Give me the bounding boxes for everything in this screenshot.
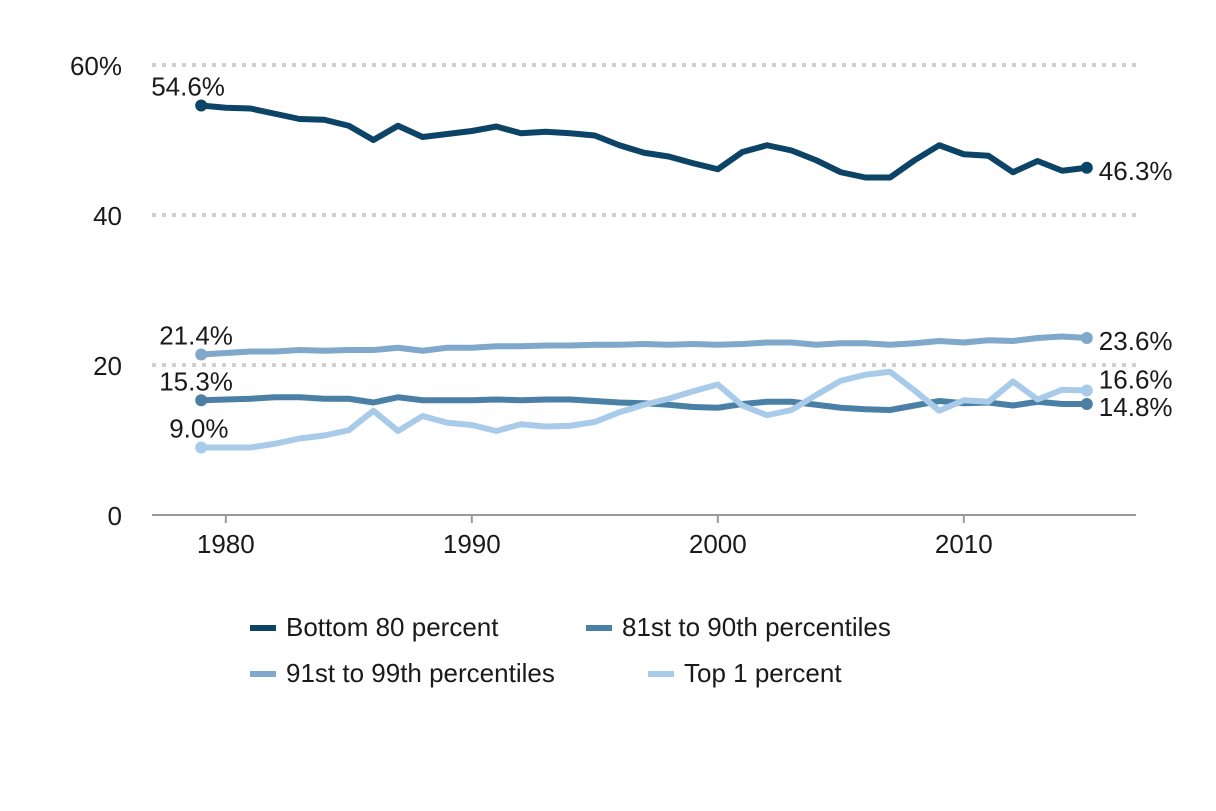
end-value-label: 46.3% bbox=[1099, 156, 1173, 186]
points-layer bbox=[195, 99, 1093, 454]
legend-label: 91st to 99th percentiles bbox=[286, 658, 555, 688]
x-tick-label: 2010 bbox=[935, 529, 993, 559]
legend-swatch bbox=[250, 624, 276, 631]
axis-layer: 0 20 40 60% 1980 1990 2000 2010 bbox=[70, 51, 1136, 559]
start-value-label: 54.6% bbox=[151, 72, 225, 102]
start-point bbox=[195, 394, 208, 407]
labels-layer: 54.6% 46.3% 15.3% 14.8% 21.4% 23.6% 9.0% 16.6% bbox=[151, 72, 1172, 444]
end-point bbox=[1080, 332, 1093, 344]
start-value-label: 9.0% bbox=[169, 414, 228, 444]
end-point bbox=[1080, 161, 1093, 174]
end-value-label: 16.6% bbox=[1099, 365, 1173, 395]
line-chart: 0 20 40 60% 1980 1990 2000 2010 54.6% 46.3% 15.3%… bbox=[70, 51, 1173, 559]
series-line-3 bbox=[198, 333, 1090, 358]
legend-swatch bbox=[648, 670, 674, 677]
y-tick-label: 60% bbox=[70, 51, 122, 81]
y-tick-label: 0 bbox=[108, 501, 122, 531]
start-value-label: 15.3% bbox=[159, 366, 233, 396]
series-line-1 bbox=[198, 102, 1090, 181]
start-point bbox=[195, 348, 208, 361]
legend-label: Top 1 percent bbox=[684, 658, 842, 688]
series-line-4 bbox=[198, 368, 1090, 451]
legend-swatch bbox=[586, 624, 612, 631]
legend-item-91-99: 91st to 99th percentiles bbox=[250, 658, 555, 689]
x-tick-label: 1980 bbox=[197, 529, 255, 559]
start-value-label: 21.4% bbox=[159, 321, 233, 351]
end-point bbox=[1080, 398, 1093, 410]
end-value-label: 14.8% bbox=[1099, 392, 1173, 422]
legend-item-bottom-80: Bottom 80 percent bbox=[250, 612, 498, 643]
x-tick-label: 1990 bbox=[443, 529, 501, 559]
x-tick-label: 2000 bbox=[689, 529, 747, 559]
legend-label: Bottom 80 percent bbox=[286, 612, 499, 642]
y-tick-label: 20 bbox=[93, 351, 122, 381]
end-point bbox=[1080, 384, 1093, 397]
end-value-label: 23.6% bbox=[1099, 326, 1173, 356]
start-point bbox=[195, 441, 208, 454]
legend-item-81-90: 81st to 90th percentiles bbox=[586, 612, 891, 643]
legend-swatch bbox=[250, 670, 276, 677]
y-tick-label: 40 bbox=[93, 201, 122, 231]
start-point bbox=[195, 99, 208, 112]
legend-label: 81st to 90th percentiles bbox=[622, 612, 891, 642]
lines-layer bbox=[198, 102, 1090, 451]
grid-layer bbox=[152, 63, 1136, 367]
legend-item-top-1: Top 1 percent bbox=[648, 658, 842, 689]
